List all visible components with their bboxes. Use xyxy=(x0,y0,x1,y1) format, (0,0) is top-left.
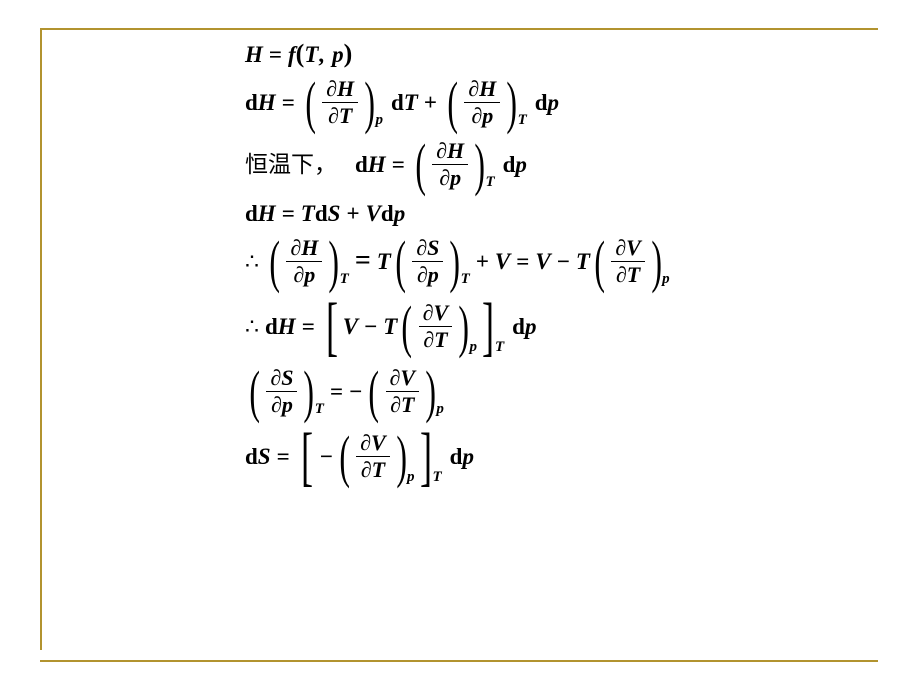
fn-f: f xyxy=(288,42,296,67)
equation-dS: d S = [ − ( ∂V ∂T ) p xyxy=(245,426,805,488)
equation-dH-TdS: d H = T d S + V d p xyxy=(245,201,805,226)
therefore-icon: ∴ xyxy=(245,250,259,274)
rparen: ) xyxy=(344,40,353,69)
text-isothermal: 恒温下， xyxy=(245,152,337,177)
var-p: p xyxy=(332,42,344,67)
equation-dH-isothermal: 恒温下， d H = ( ∂H ∂p ) T d p xyxy=(245,137,805,193)
var-T: T xyxy=(304,42,318,67)
sub-T: T xyxy=(518,112,527,129)
comma: , xyxy=(318,42,324,67)
var-H: H xyxy=(245,42,263,67)
eq-sign: = xyxy=(269,42,282,67)
sub-p: p xyxy=(375,112,383,129)
partial-HT: ( ∂H ∂T ) xyxy=(301,75,380,131)
partial-Hp: ( ∂H ∂p ) xyxy=(443,75,522,131)
equation-H-def: H = f ( T , p ) xyxy=(245,40,805,69)
equation-dH-total: d H = ( ∂H ∂T ) p d T + ( ∂H xyxy=(245,75,805,131)
partial-Hp: ( ∂H ∂p ) xyxy=(411,137,490,193)
equation-maxwell: ( ∂S ∂p ) T = − ( ∂V ∂T ) xyxy=(245,364,805,420)
equation-partial-Hp: ∴ ( ∂H ∂p ) T = T ( ∂S ∂p xyxy=(245,234,805,290)
var-H: H xyxy=(258,90,276,115)
equation-dH-bracket: ∴ d H = [ V − T ( ∂V ∂T ) xyxy=(245,296,805,358)
slide-bottom-rule xyxy=(40,660,878,662)
therefore-icon: ∴ xyxy=(245,315,259,339)
d: d xyxy=(245,90,258,115)
equations-block: H = f ( T , p ) d H = ( ∂H ∂T ) p d T + xyxy=(245,40,805,494)
lparen: ( xyxy=(296,40,305,69)
